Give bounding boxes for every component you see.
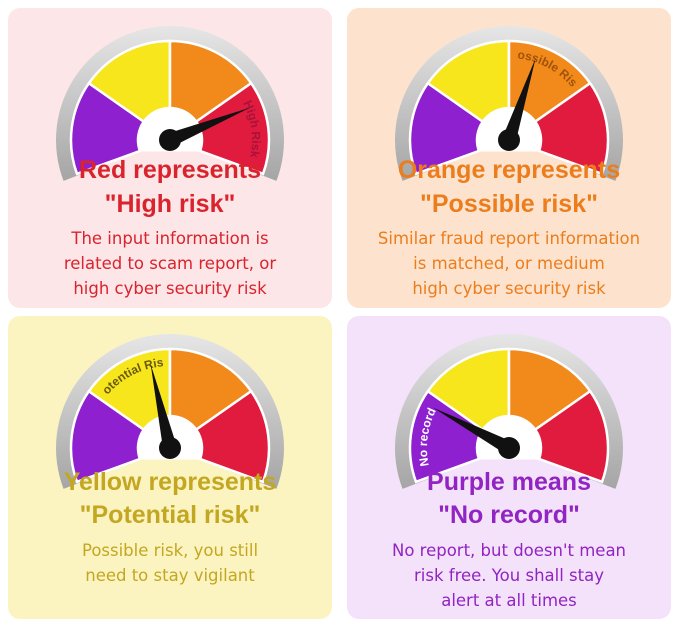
- description-line: high cyber security risk: [412, 279, 606, 298]
- gauge-pivot: [498, 437, 520, 459]
- card-subtitle: "High risk": [104, 190, 236, 218]
- card-subtitle: "No record": [438, 501, 580, 529]
- risk-gauge-no-record: No record: [395, 334, 623, 489]
- description-line: is matched, or medium: [413, 254, 605, 273]
- gauge-pivot: [159, 129, 181, 151]
- card-possible-risk: Possible Risk Orange represents "Possibl…: [347, 1, 671, 308]
- description-line: The input information is: [71, 229, 269, 248]
- card-high-risk: High Risk Red represents "High risk" The…: [8, 8, 332, 308]
- gauge-needle: [433, 407, 513, 455]
- description-line: No report, but doesn't mean: [391, 541, 627, 560]
- card-title: Purple means: [427, 468, 591, 496]
- card-title: Orange represents: [397, 156, 621, 184]
- card-title: Yellow represents: [63, 468, 277, 496]
- risk-gauge-possible: Possible Risk: [390, 1, 623, 181]
- card-description: Similar fraud report information is matc…: [347, 226, 671, 301]
- card-description: The input information is related to scam…: [8, 226, 332, 301]
- gauge-pivot: [498, 129, 520, 151]
- description-line: risk free. You shall stay: [414, 566, 604, 585]
- card-description: No report, but doesn't mean risk free. Y…: [347, 538, 671, 613]
- card-subtitle: "Possible risk": [420, 190, 598, 218]
- gauge-needle: [150, 364, 177, 452]
- gauge-needle: [502, 58, 536, 144]
- risk-gauge-high: High Risk: [56, 26, 284, 181]
- card-title: Red represents: [78, 156, 262, 184]
- description-line: need to stay vigilant: [85, 566, 255, 585]
- card-potential-risk: Potential Risk Yellow represents "Potent…: [8, 309, 332, 619]
- description-line: related to scam report, or: [63, 254, 277, 273]
- card-no-record: No record Purple means "No record" No re…: [347, 316, 671, 619]
- card-subtitle: "Potential risk": [79, 501, 261, 529]
- description-line: high cyber security risk: [73, 279, 267, 298]
- description-line: Possible risk, you still: [81, 541, 259, 560]
- card-description: Possible risk, you still need to stay vi…: [8, 538, 332, 588]
- description-line: alert at all times: [441, 591, 577, 610]
- description-line: Similar fraud report information: [377, 229, 641, 248]
- gauge-pivot: [159, 437, 181, 459]
- gauge-needle: [166, 107, 250, 147]
- risk-gauge-potential: Potential Risk: [51, 309, 284, 489]
